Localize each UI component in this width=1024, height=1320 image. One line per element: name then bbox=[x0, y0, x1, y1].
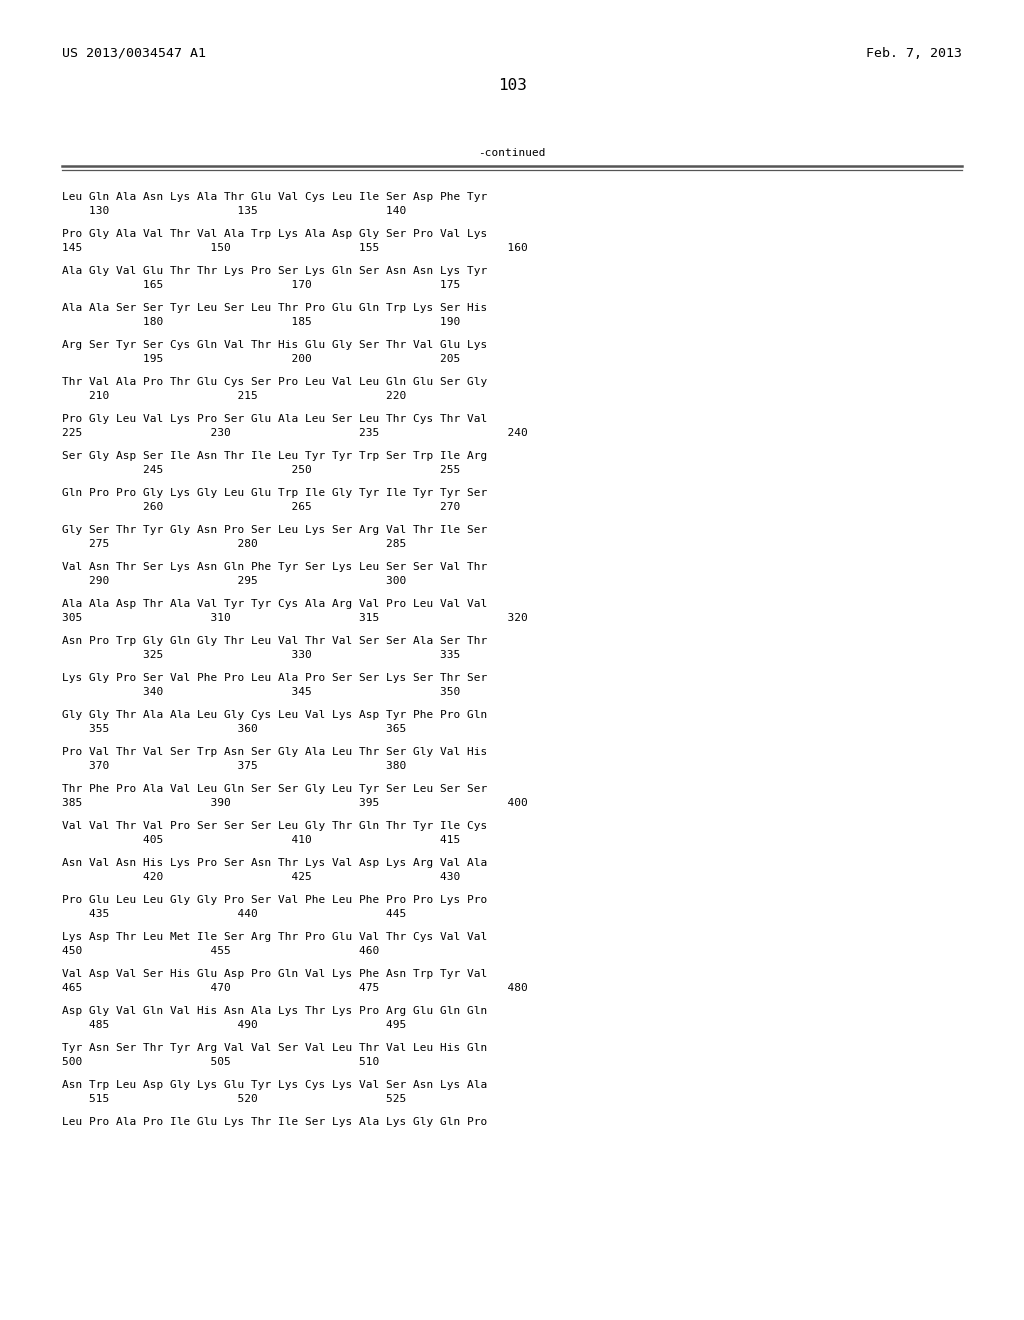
Text: 210                   215                   220: 210 215 220 bbox=[62, 391, 407, 401]
Text: Ala Gly Val Glu Thr Thr Lys Pro Ser Lys Gln Ser Asn Asn Lys Tyr: Ala Gly Val Glu Thr Thr Lys Pro Ser Lys … bbox=[62, 267, 487, 276]
Text: US 2013/0034547 A1: US 2013/0034547 A1 bbox=[62, 48, 206, 59]
Text: Val Val Thr Val Pro Ser Ser Ser Leu Gly Thr Gln Thr Tyr Ile Cys: Val Val Thr Val Pro Ser Ser Ser Leu Gly … bbox=[62, 821, 487, 832]
Text: 420                   425                   430: 420 425 430 bbox=[62, 873, 460, 882]
Text: Lys Gly Pro Ser Val Phe Pro Leu Ala Pro Ser Ser Lys Ser Thr Ser: Lys Gly Pro Ser Val Phe Pro Leu Ala Pro … bbox=[62, 673, 487, 682]
Text: 195                   200                   205: 195 200 205 bbox=[62, 354, 460, 364]
Text: 355                   360                   365: 355 360 365 bbox=[62, 723, 407, 734]
Text: 305                   310                   315                   320: 305 310 315 320 bbox=[62, 612, 527, 623]
Text: Gln Pro Pro Gly Lys Gly Leu Glu Trp Ile Gly Tyr Ile Tyr Tyr Ser: Gln Pro Pro Gly Lys Gly Leu Glu Trp Ile … bbox=[62, 488, 487, 498]
Text: 130                   135                   140: 130 135 140 bbox=[62, 206, 407, 216]
Text: Asn Pro Trp Gly Gln Gly Thr Leu Val Thr Val Ser Ser Ala Ser Thr: Asn Pro Trp Gly Gln Gly Thr Leu Val Thr … bbox=[62, 636, 487, 645]
Text: Pro Glu Leu Leu Gly Gly Pro Ser Val Phe Leu Phe Pro Pro Lys Pro: Pro Glu Leu Leu Gly Gly Pro Ser Val Phe … bbox=[62, 895, 487, 906]
Text: 340                   345                   350: 340 345 350 bbox=[62, 686, 460, 697]
Text: 450                   455                   460: 450 455 460 bbox=[62, 946, 379, 956]
Text: 515                   520                   525: 515 520 525 bbox=[62, 1094, 407, 1104]
Text: Thr Phe Pro Ala Val Leu Gln Ser Ser Gly Leu Tyr Ser Leu Ser Ser: Thr Phe Pro Ala Val Leu Gln Ser Ser Gly … bbox=[62, 784, 487, 795]
Text: Arg Ser Tyr Ser Cys Gln Val Thr His Glu Gly Ser Thr Val Glu Lys: Arg Ser Tyr Ser Cys Gln Val Thr His Glu … bbox=[62, 341, 487, 350]
Text: Gly Gly Thr Ala Ala Leu Gly Cys Leu Val Lys Asp Tyr Phe Pro Gln: Gly Gly Thr Ala Ala Leu Gly Cys Leu Val … bbox=[62, 710, 487, 719]
Text: Asn Trp Leu Asp Gly Lys Glu Tyr Lys Cys Lys Val Ser Asn Lys Ala: Asn Trp Leu Asp Gly Lys Glu Tyr Lys Cys … bbox=[62, 1080, 487, 1090]
Text: 260                   265                   270: 260 265 270 bbox=[62, 502, 460, 512]
Text: Feb. 7, 2013: Feb. 7, 2013 bbox=[866, 48, 962, 59]
Text: 225                   230                   235                   240: 225 230 235 240 bbox=[62, 428, 527, 438]
Text: -continued: -continued bbox=[478, 148, 546, 158]
Text: Ser Gly Asp Ser Ile Asn Thr Ile Leu Tyr Tyr Trp Ser Trp Ile Arg: Ser Gly Asp Ser Ile Asn Thr Ile Leu Tyr … bbox=[62, 451, 487, 461]
Text: Val Asp Val Ser His Glu Asp Pro Gln Val Lys Phe Asn Trp Tyr Val: Val Asp Val Ser His Glu Asp Pro Gln Val … bbox=[62, 969, 487, 979]
Text: 485                   490                   495: 485 490 495 bbox=[62, 1020, 407, 1030]
Text: 325                   330                   335: 325 330 335 bbox=[62, 649, 460, 660]
Text: Asn Val Asn His Lys Pro Ser Asn Thr Lys Val Asp Lys Arg Val Ala: Asn Val Asn His Lys Pro Ser Asn Thr Lys … bbox=[62, 858, 487, 869]
Text: Ala Ala Ser Ser Tyr Leu Ser Leu Thr Pro Glu Gln Trp Lys Ser His: Ala Ala Ser Ser Tyr Leu Ser Leu Thr Pro … bbox=[62, 304, 487, 313]
Text: Pro Val Thr Val Ser Trp Asn Ser Gly Ala Leu Thr Ser Gly Val His: Pro Val Thr Val Ser Trp Asn Ser Gly Ala … bbox=[62, 747, 487, 756]
Text: 245                   250                   255: 245 250 255 bbox=[62, 465, 460, 475]
Text: 370                   375                   380: 370 375 380 bbox=[62, 762, 407, 771]
Text: 103: 103 bbox=[498, 78, 526, 92]
Text: Val Asn Thr Ser Lys Asn Gln Phe Tyr Ser Lys Leu Ser Ser Val Thr: Val Asn Thr Ser Lys Asn Gln Phe Tyr Ser … bbox=[62, 562, 487, 572]
Text: Asp Gly Val Gln Val His Asn Ala Lys Thr Lys Pro Arg Glu Gln Gln: Asp Gly Val Gln Val His Asn Ala Lys Thr … bbox=[62, 1006, 487, 1016]
Text: Lys Asp Thr Leu Met Ile Ser Arg Thr Pro Glu Val Thr Cys Val Val: Lys Asp Thr Leu Met Ile Ser Arg Thr Pro … bbox=[62, 932, 487, 942]
Text: Gly Ser Thr Tyr Gly Asn Pro Ser Leu Lys Ser Arg Val Thr Ile Ser: Gly Ser Thr Tyr Gly Asn Pro Ser Leu Lys … bbox=[62, 525, 487, 535]
Text: 385                   390                   395                   400: 385 390 395 400 bbox=[62, 799, 527, 808]
Text: Thr Val Ala Pro Thr Glu Cys Ser Pro Leu Val Leu Gln Glu Ser Gly: Thr Val Ala Pro Thr Glu Cys Ser Pro Leu … bbox=[62, 378, 487, 387]
Text: Ala Ala Asp Thr Ala Val Tyr Tyr Cys Ala Arg Val Pro Leu Val Val: Ala Ala Asp Thr Ala Val Tyr Tyr Cys Ala … bbox=[62, 599, 487, 609]
Text: 465                   470                   475                   480: 465 470 475 480 bbox=[62, 983, 527, 993]
Text: 435                   440                   445: 435 440 445 bbox=[62, 909, 407, 919]
Text: 290                   295                   300: 290 295 300 bbox=[62, 576, 407, 586]
Text: 180                   185                   190: 180 185 190 bbox=[62, 317, 460, 327]
Text: Tyr Asn Ser Thr Tyr Arg Val Val Ser Val Leu Thr Val Leu His Gln: Tyr Asn Ser Thr Tyr Arg Val Val Ser Val … bbox=[62, 1043, 487, 1053]
Text: 165                   170                   175: 165 170 175 bbox=[62, 280, 460, 290]
Text: Leu Gln Ala Asn Lys Ala Thr Glu Val Cys Leu Ile Ser Asp Phe Tyr: Leu Gln Ala Asn Lys Ala Thr Glu Val Cys … bbox=[62, 191, 487, 202]
Text: 405                   410                   415: 405 410 415 bbox=[62, 836, 460, 845]
Text: Pro Gly Ala Val Thr Val Ala Trp Lys Ala Asp Gly Ser Pro Val Lys: Pro Gly Ala Val Thr Val Ala Trp Lys Ala … bbox=[62, 228, 487, 239]
Text: 145                   150                   155                   160: 145 150 155 160 bbox=[62, 243, 527, 253]
Text: 500                   505                   510: 500 505 510 bbox=[62, 1057, 379, 1067]
Text: Leu Pro Ala Pro Ile Glu Lys Thr Ile Ser Lys Ala Lys Gly Gln Pro: Leu Pro Ala Pro Ile Glu Lys Thr Ile Ser … bbox=[62, 1117, 487, 1127]
Text: Pro Gly Leu Val Lys Pro Ser Glu Ala Leu Ser Leu Thr Cys Thr Val: Pro Gly Leu Val Lys Pro Ser Glu Ala Leu … bbox=[62, 414, 487, 424]
Text: 275                   280                   285: 275 280 285 bbox=[62, 539, 407, 549]
